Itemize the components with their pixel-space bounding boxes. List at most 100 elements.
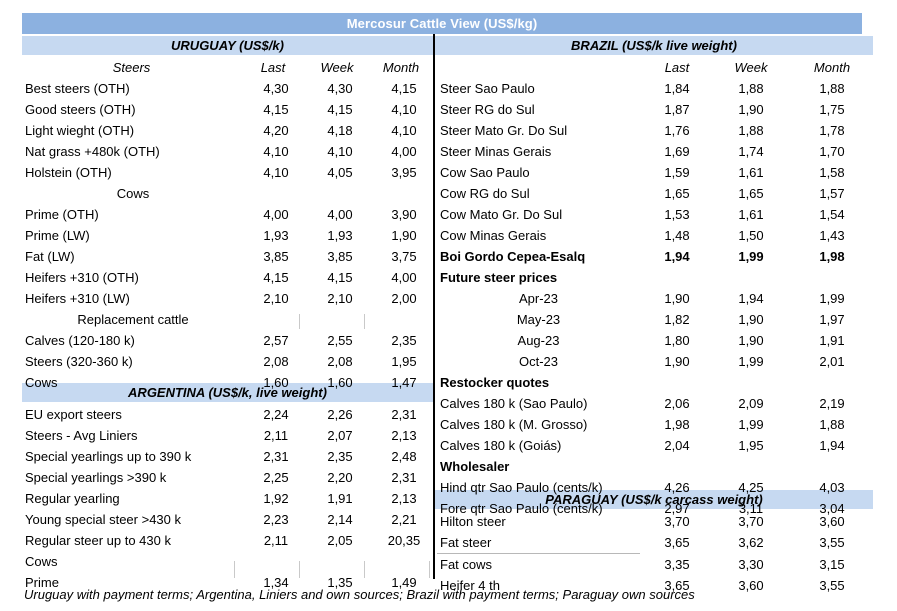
brazil-cell-week: 1,88 [738,81,764,96]
table-row-header: Last Week Month [437,57,876,78]
brazil-cell-last: 1,53 [664,207,690,222]
uruguay-row-label: Prime (LW) [25,228,90,243]
brazil-cell-week: 1,90 [738,312,764,327]
brazil-cell-week: 1,65 [738,186,764,201]
column-header-week: Week [320,60,354,75]
uruguay-cell-week: 2,08 [327,354,353,369]
table-uruguay: Steers Last Week Month [22,57,433,78]
table-row: Light wieght (OTH) 4,20 4,18 4,10 [22,120,436,141]
argentina-cell-month: 20,35 [387,533,421,548]
paraguay-cell-week: 3,60 [738,578,764,593]
table-row: Future steer prices [437,267,876,288]
uruguay-cell-last [244,183,308,204]
argentina-cell-month [372,551,436,572]
brazil-row-label: Calves 180 k (Sao Paulo) [440,396,588,411]
brazil-cell-last: 1,90 [664,354,690,369]
brazil-row-label: May-23 [516,312,561,327]
grid-tick [539,485,540,491]
grid-tick [234,561,235,578]
brazil-cell-last: 1,80 [664,333,690,348]
brazil-cell-week [714,456,788,477]
uruguay-cell-week: 1,60 [327,375,353,390]
table-uruguay-body: Steers Last Week Month [22,57,433,78]
brazil-row-label: Calves 180 k (M. Grosso) [440,417,588,432]
grid-tick [429,561,430,578]
uruguay-cell-week: 4,00 [327,207,353,222]
brazil-cell-week: 1,95 [738,438,764,453]
argentina-row-label: Prime [25,575,59,590]
table-row: Prime (LW) 1,93 1,93 1,90 [22,225,436,246]
column-header-steers: Steers [112,60,151,75]
paraguay-row-label: Hilton steer [440,514,506,529]
table-row: Fat (LW) 3,85 3,85 3,75 [22,246,436,267]
argentina-cell-last: 2,11 [263,533,289,548]
brazil-cell-last: 1,90 [664,291,690,306]
argentina-cell-week: 1,91 [327,491,353,506]
brazil-row-label: Boi Gordo Cepea-Esalq [440,249,586,264]
uruguay-row-label: Cows [25,375,58,390]
brazil-row-label: Cow Minas Gerais [440,228,547,243]
uruguay-cell-week [308,309,372,330]
paraguay-cell-month: 3,15 [819,556,845,572]
brazil-cell-last: 1,84 [664,81,690,96]
brazil-cell-month: 1,88 [819,417,845,432]
brazil-row-label: Fore qtr Sao Paulo (cents/k) [440,501,603,516]
argentina-cell-last: 2,25 [263,470,289,485]
brazil-row-label: Hind qtr Sao Paulo (cents/k) [440,480,603,495]
table-row: Cows 1,60 1,60 1,47 [22,372,436,393]
table-row: EU export steers 2,24 2,26 2,31 [22,404,436,425]
brazil-cell-month [788,456,876,477]
table-row: May-23 1,82 1,90 1,97 [437,309,876,330]
table-row: Heifers +310 (OTH) 4,15 4,15 4,00 [22,267,436,288]
page-title: Mercosur Cattle View (US$/kg) [22,13,862,34]
brazil-cell-month: 1,75 [819,102,845,117]
brazil-cell-week: 1,90 [738,333,764,348]
table-row: Boi Gordo Cepea-Esalq 1,94 1,99 1,98 [437,246,876,267]
argentina-cell-month: 2,13 [391,491,417,506]
paraguay-cell-month: 3,60 [819,514,845,529]
table-row: Holstein (OTH) 4,10 4,05 3,95 [22,162,436,183]
uruguay-cell-last: 4,20 [263,123,289,138]
brazil-cell-month: 1,88 [819,81,845,96]
table-row: Steer Minas Gerais 1,69 1,74 1,70 [437,141,876,162]
uruguay-row-label: Steers (320-360 k) [25,354,133,369]
brazil-row-label: Aug-23 [517,333,560,348]
uruguay-cell-month [372,309,436,330]
table-row: Hind qtr Sao Paulo (cents/k) 4,26 4,25 4,03 [437,477,876,498]
brazil-cell-month: 1,99 [819,291,845,306]
uruguay-cell-last: 1,60 [263,375,289,390]
uruguay-cell-last: 2,08 [263,354,289,369]
table-row: Special yearlings >390 k 2,25 2,20 2,31 [22,467,436,488]
table-row: Cows [22,183,436,204]
uruguay-cell-month: 4,00 [391,144,417,159]
paraguay-cell-week: 3,62 [738,535,764,551]
table-row: Calves 180 k (M. Grosso) 1,98 1,99 1,88 [437,414,876,435]
uruguay-cell-week: 4,15 [327,102,353,117]
table-row: Cows [22,551,436,572]
brazil-cell-week: 1,74 [738,144,764,159]
argentina-row-label: Special yearlings >390 k [25,470,167,485]
argentina-cell-week: 2,35 [327,449,353,464]
argentina-cell-week: 2,05 [327,533,353,548]
paraguay-cell-month: 3,55 [819,578,845,593]
brazil-cell-month: 1,54 [819,207,845,222]
uruguay-row-label: Good steers (OTH) [25,102,136,117]
argentina-row-label: EU export steers [25,407,122,422]
argentina-cell-month: 2,31 [391,470,417,485]
section-header-argentina: ARGENTINA (US$/k, live weight) [22,383,433,402]
table-row: Fat steer 3,65 3,62 3,55 [437,532,876,554]
brazil-cell-last [640,456,714,477]
paraguay-row-label: Fat cows [440,557,493,572]
table-row: Steer RG do Sul 1,87 1,90 1,75 [437,99,876,120]
brazil-cell-week: 1,61 [738,165,764,180]
table-row: Heifers +310 (LW) 2,10 2,10 2,00 [22,288,436,309]
brazil-cell-week: 1,94 [738,291,764,306]
argentina-cell-last: 2,23 [263,512,289,527]
uruguay-row-label: Heifers +310 (OTH) [25,270,139,285]
uruguay-cell-week: 1,93 [327,228,353,243]
uruguay-cell-month: 3,75 [391,249,417,264]
table-row: Regular yearling 1,92 1,91 2,13 [22,488,436,509]
argentina-cell-week [308,551,372,572]
brazil-cell-week: 1,88 [738,123,764,138]
